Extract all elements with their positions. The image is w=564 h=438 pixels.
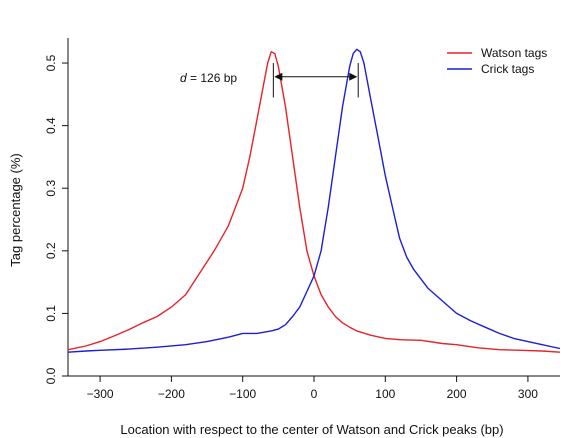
legend-label-crick: Crick tags bbox=[481, 62, 534, 76]
x-tick-label: −100 bbox=[229, 387, 256, 401]
series-lines bbox=[67, 48, 561, 353]
distance-arrowhead-left bbox=[274, 72, 283, 81]
x-tick-label: 100 bbox=[375, 387, 395, 401]
x-tick-label: −200 bbox=[158, 387, 185, 401]
y-tick-label: 0.5 bbox=[44, 54, 58, 71]
peak-distance-annotation: d = 126 bp bbox=[180, 63, 359, 98]
x-tick-label: 0 bbox=[311, 387, 318, 401]
y-tick-label: 0.0 bbox=[44, 367, 58, 384]
y-tick-label: 0.4 bbox=[44, 117, 58, 134]
axes bbox=[67, 38, 560, 377]
annotation-label: d = 126 bp bbox=[180, 71, 237, 85]
y-axis-title: Tag percentage (%) bbox=[8, 153, 23, 266]
distance-arrowhead-right bbox=[349, 72, 358, 81]
x-axis-title: Location with respect to the center of W… bbox=[120, 422, 503, 437]
legend: Watson tags Crick tags bbox=[447, 46, 547, 76]
x-tick-label: 300 bbox=[518, 387, 538, 401]
x-tick-label: 200 bbox=[447, 387, 467, 401]
x-tick-label: −300 bbox=[87, 387, 114, 401]
watson-tags-line bbox=[67, 51, 561, 353]
y-tick-label: 0.3 bbox=[44, 180, 58, 197]
y-tick-label: 0.1 bbox=[44, 305, 58, 322]
y-tick-label: 0.2 bbox=[44, 242, 58, 259]
legend-label-watson: Watson tags bbox=[481, 46, 547, 60]
y-axis-ticks: 0.0 0.1 0.2 0.3 0.4 0.5 bbox=[44, 54, 68, 384]
annotation-value: = 126 bp bbox=[187, 71, 238, 85]
crick-tags-line bbox=[67, 48, 561, 353]
annotation-variable: d bbox=[180, 71, 187, 85]
x-axis-ticks: −300 −200 −100 0 100 200 300 bbox=[87, 376, 538, 401]
